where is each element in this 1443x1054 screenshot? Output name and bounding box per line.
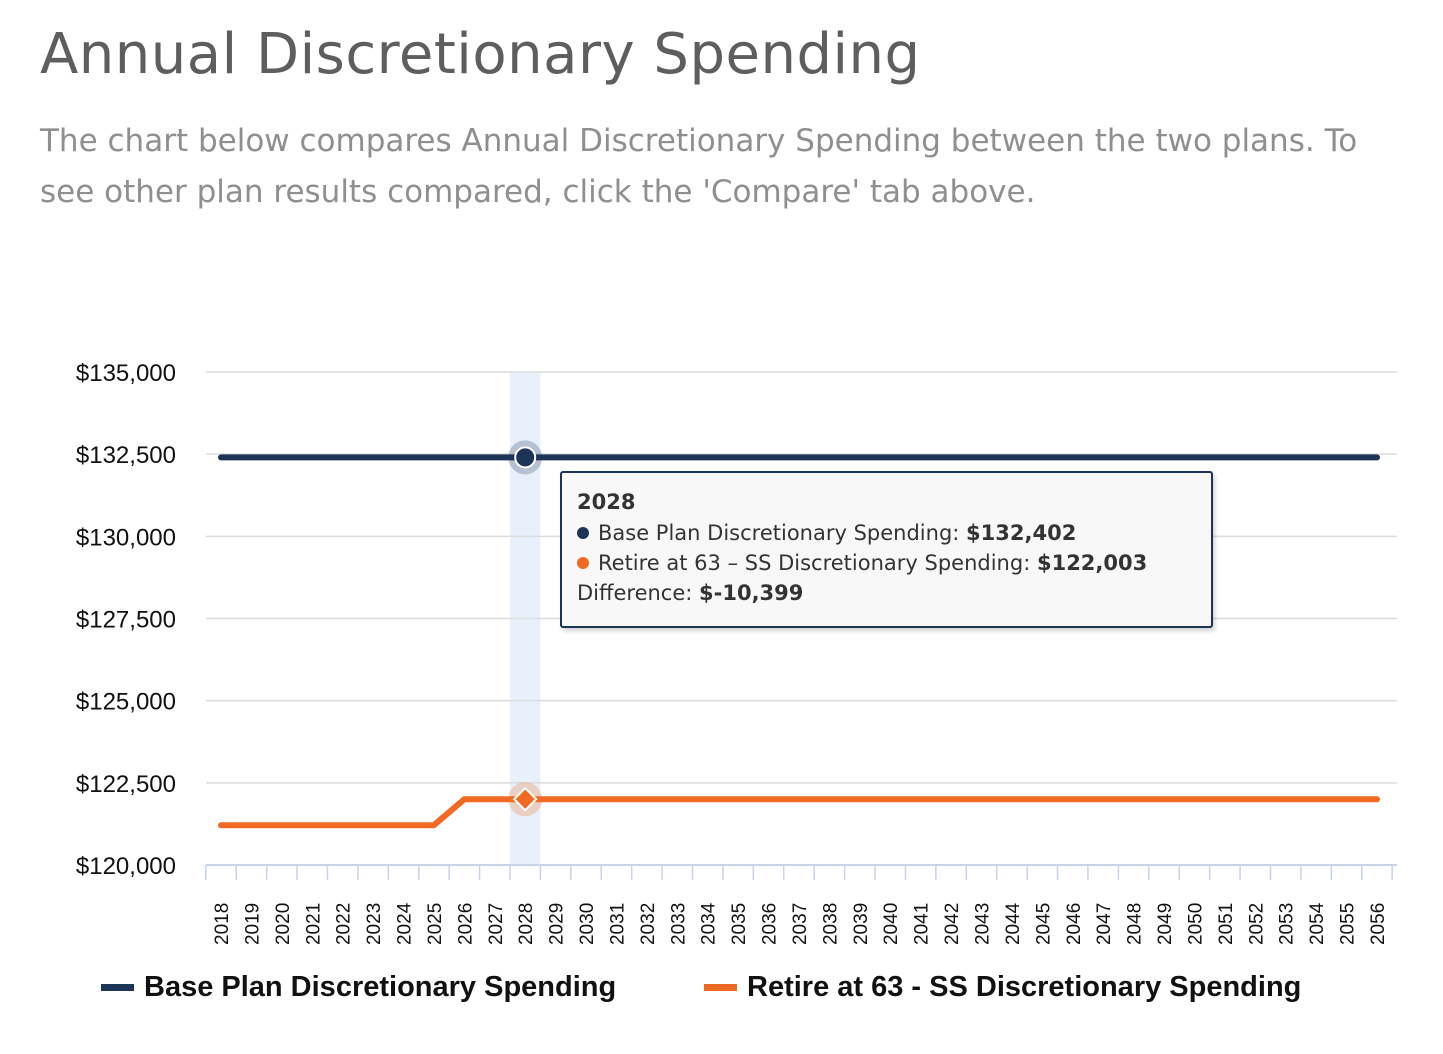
x-tick-label: 2036 [760, 903, 781, 945]
y-tick-label: $132,500 [76, 442, 176, 469]
retire-dot-icon [577, 557, 589, 569]
x-tick-label: 2046 [1064, 903, 1085, 945]
retire-point-marker [512, 786, 538, 812]
x-tick-label: 2028 [516, 903, 537, 945]
x-tick-label: 2023 [364, 903, 385, 945]
x-tick-label: 2027 [486, 903, 507, 945]
x-tick-label: 2049 [1155, 903, 1176, 945]
y-tick-label: $120,000 [76, 853, 176, 880]
y-tick-label: $135,000 [76, 360, 176, 387]
y-tick-label: $127,500 [76, 607, 176, 634]
x-tick-label: 2018 [212, 903, 233, 945]
tooltip-diff-label: Difference: [577, 581, 693, 605]
tooltip-diff-row: Difference: $-10,399 [577, 578, 1211, 608]
x-tick-label: 2048 [1125, 903, 1146, 945]
x-tick-label: 2041 [912, 903, 933, 945]
y-tick-label: $125,000 [76, 689, 176, 716]
base-point-marker [514, 446, 537, 469]
x-tick-label: 2055 [1338, 903, 1359, 945]
x-tick-label: 2020 [273, 903, 294, 945]
x-tick-label: 2044 [1003, 902, 1024, 945]
x-tick-label: 2038 [820, 903, 841, 945]
tooltip-retire-label: Retire at 63 – SS Discretionary Spending… [598, 551, 1031, 575]
x-tick-label: 2034 [699, 902, 720, 945]
x-tick-label: 2045 [1033, 903, 1054, 945]
x-tick-label: 2050 [1185, 903, 1206, 945]
legend-item-base[interactable]: Base Plan Discretionary Spending [101, 962, 616, 1012]
x-tick-label: 2035 [729, 903, 750, 945]
x-tick-label: 2040 [881, 903, 902, 945]
x-tick-label: 2051 [1216, 903, 1237, 945]
x-tick-label: 2033 [668, 903, 689, 945]
tooltip-year: 2028 [577, 490, 636, 514]
x-tick-label: 2039 [851, 903, 872, 945]
tooltip: 2028 Base Plan Discretionary Spending: $… [560, 471, 1213, 628]
series-line-retire [218, 796, 1380, 829]
chart-legend: Base Plan Discretionary Spending Retire … [0, 962, 1443, 1012]
tooltip-base-row: Base Plan Discretionary Spending: $132,4… [577, 518, 1211, 548]
legend-base-swatch [101, 983, 134, 991]
tooltip-base-value: $132,402 [966, 521, 1077, 545]
x-tick-label: 2056 [1368, 903, 1389, 945]
x-tick-label: 2054 [1307, 902, 1328, 945]
y-tick-label: $130,000 [76, 524, 176, 551]
x-tick-label: 2043 [973, 903, 994, 945]
tooltip-retire-value: $122,003 [1036, 551, 1148, 575]
legend-base-label: Base Plan Discretionary Spending [144, 970, 617, 1003]
x-tick-label: 2037 [790, 903, 811, 945]
legend-item-retire[interactable]: Retire at 63 - SS Discretionary Spending [704, 962, 1301, 1012]
page-subtitle: The chart below compares Annual Discreti… [40, 123, 1358, 210]
x-tick-label: 2047 [1094, 903, 1115, 945]
x-tick-label: 2053 [1277, 903, 1298, 945]
x-tick-label: 2019 [242, 903, 263, 945]
x-tick-label: 2021 [303, 903, 324, 945]
x-tick-label: 2024 [395, 902, 416, 945]
tooltip-retire-row: Retire at 63 – SS Discretionary Spending… [577, 548, 1211, 578]
x-tick-label: 2032 [638, 903, 659, 945]
page-title: Annual Discretionary Spending [40, 22, 921, 87]
x-tick-label: 2052 [1246, 903, 1267, 945]
x-tick-label: 2026 [455, 903, 476, 945]
tooltip-diff-value: $-10,399 [699, 581, 804, 605]
base-dot-icon [577, 527, 589, 539]
legend-retire-label: Retire at 63 - SS Discretionary Spending [747, 970, 1302, 1003]
tooltip-base-label: Base Plan Discretionary Spending: [598, 521, 960, 545]
legend-retire-swatch [704, 983, 737, 991]
y-tick-label: $122,500 [76, 771, 176, 798]
x-tick-label: 2025 [425, 903, 446, 945]
x-tick-label: 2029 [547, 903, 568, 945]
x-tick-label: 2030 [577, 903, 598, 945]
x-tick-label: 2031 [607, 903, 628, 945]
x-tick-label: 2042 [942, 903, 963, 945]
x-tick-label: 2022 [334, 903, 355, 945]
